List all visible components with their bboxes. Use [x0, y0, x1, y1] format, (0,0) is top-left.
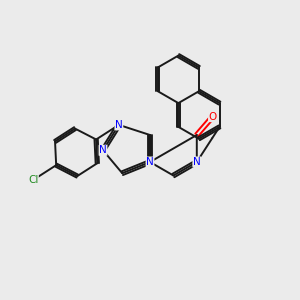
Text: N: N — [146, 157, 154, 167]
Text: O: O — [208, 112, 217, 122]
Text: N: N — [99, 145, 107, 155]
Text: N: N — [193, 157, 201, 167]
Text: N: N — [115, 120, 123, 130]
Text: Cl: Cl — [28, 175, 38, 185]
